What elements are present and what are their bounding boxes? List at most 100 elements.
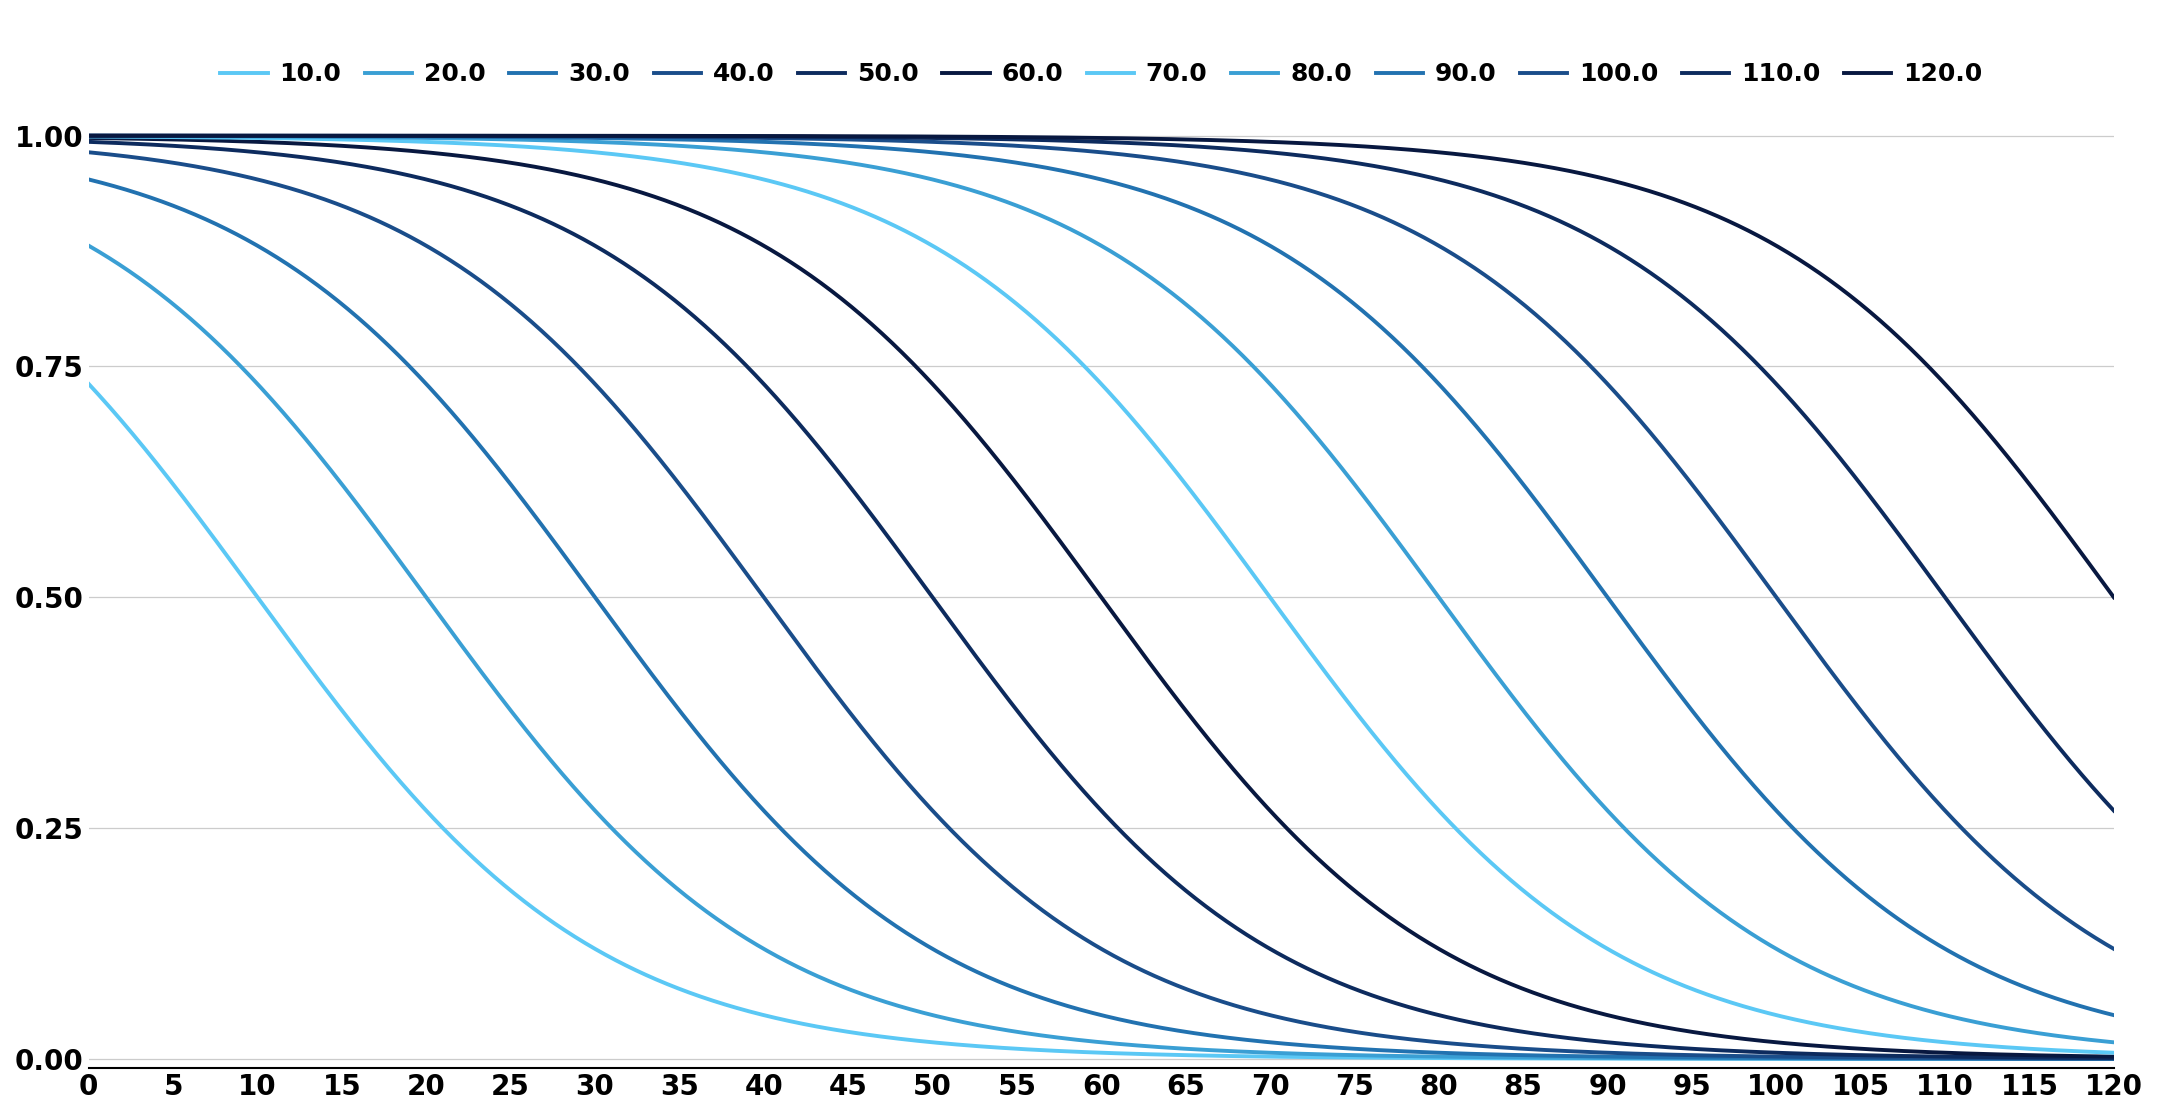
120.0 [1007, 131, 1034, 144]
90.0 [2041, 991, 2067, 1004]
80.0 [178, 129, 205, 143]
90.0 [1671, 692, 1697, 705]
70.0 [1060, 348, 1086, 362]
110.0 [2041, 735, 2067, 749]
60.0 [2041, 1049, 2067, 1062]
100.0 [2041, 904, 2067, 917]
100.0 [1671, 466, 1697, 480]
10.0 [2041, 1052, 2067, 1066]
100.0 [1007, 140, 1034, 153]
100.0 [2100, 942, 2126, 955]
70.0 [178, 131, 205, 144]
10.0 [1060, 1045, 1086, 1058]
Line: 70.0: 70.0 [89, 136, 2113, 1052]
110.0 [1007, 133, 1034, 146]
30.0 [1060, 1001, 1086, 1014]
10.0 [178, 502, 205, 516]
40.0 [2100, 1052, 2126, 1066]
10.0 [1671, 1052, 1697, 1066]
80.0 [1007, 200, 1034, 213]
60.0 [1060, 552, 1086, 566]
30.0 [76, 173, 102, 186]
30.0 [2041, 1052, 2067, 1066]
90.0 [1060, 166, 1086, 180]
20.0 [1671, 1051, 1697, 1065]
Line: 90.0: 90.0 [89, 136, 2113, 1016]
80.0 [1671, 876, 1697, 889]
20.0 [178, 314, 205, 327]
50.0 [1060, 773, 1086, 787]
90.0 [76, 129, 102, 143]
70.0 [2100, 1046, 2126, 1059]
70.0 [76, 129, 102, 143]
10.0 [2041, 1052, 2067, 1066]
30.0 [1671, 1051, 1697, 1065]
20.0 [76, 239, 102, 252]
120.0 [2100, 590, 2126, 604]
90.0 [2100, 1009, 2126, 1022]
80.0 [2100, 1036, 2126, 1049]
60.0 [76, 132, 102, 145]
40.0 [76, 145, 102, 158]
Line: 110.0: 110.0 [89, 136, 2113, 810]
50.0 [178, 141, 205, 154]
Line: 10.0: 10.0 [89, 384, 2113, 1059]
40.0 [2041, 1051, 2067, 1065]
Line: 100.0: 100.0 [89, 136, 2113, 949]
Line: 20.0: 20.0 [89, 246, 2113, 1059]
90.0 [2041, 991, 2067, 1004]
Line: 30.0: 30.0 [89, 180, 2113, 1059]
Line: 40.0: 40.0 [89, 152, 2113, 1059]
110.0 [1060, 134, 1086, 147]
40.0 [1060, 925, 1086, 939]
120.0 [2041, 511, 2067, 525]
10.0 [2100, 1052, 2126, 1066]
120.0 [178, 129, 205, 143]
50.0 [2041, 1051, 2067, 1065]
50.0 [1007, 708, 1034, 721]
100.0 [76, 129, 102, 143]
100.0 [178, 129, 205, 143]
30.0 [178, 206, 205, 220]
90.0 [1007, 156, 1034, 170]
70.0 [1671, 979, 1697, 992]
50.0 [2041, 1051, 2067, 1065]
40.0 [1671, 1048, 1697, 1061]
10.0 [76, 377, 102, 391]
60.0 [1671, 1023, 1697, 1037]
40.0 [2041, 1051, 2067, 1065]
60.0 [2041, 1049, 2067, 1062]
10.0 [1007, 1042, 1034, 1056]
50.0 [76, 135, 102, 148]
110.0 [178, 129, 205, 143]
30.0 [2041, 1052, 2067, 1066]
120.0 [1671, 195, 1697, 209]
60.0 [1007, 481, 1034, 494]
40.0 [178, 160, 205, 173]
70.0 [2041, 1043, 2067, 1057]
50.0 [1671, 1041, 1697, 1055]
120.0 [76, 129, 102, 143]
70.0 [1007, 300, 1034, 314]
110.0 [2100, 804, 2126, 817]
80.0 [1060, 224, 1086, 238]
80.0 [2041, 1029, 2067, 1042]
30.0 [2100, 1052, 2126, 1066]
30.0 [1007, 983, 1034, 997]
110.0 [76, 129, 102, 143]
Line: 50.0: 50.0 [89, 142, 2113, 1058]
Line: 120.0: 120.0 [89, 136, 2113, 597]
60.0 [2100, 1050, 2126, 1064]
90.0 [178, 129, 205, 143]
120.0 [2041, 510, 2067, 523]
110.0 [1671, 290, 1697, 304]
20.0 [2100, 1052, 2126, 1066]
100.0 [1060, 143, 1086, 156]
20.0 [2041, 1052, 2067, 1066]
40.0 [1007, 886, 1034, 899]
100.0 [2041, 903, 2067, 916]
Line: 80.0: 80.0 [89, 136, 2113, 1042]
110.0 [2041, 734, 2067, 748]
20.0 [1007, 1026, 1034, 1039]
80.0 [76, 129, 102, 143]
